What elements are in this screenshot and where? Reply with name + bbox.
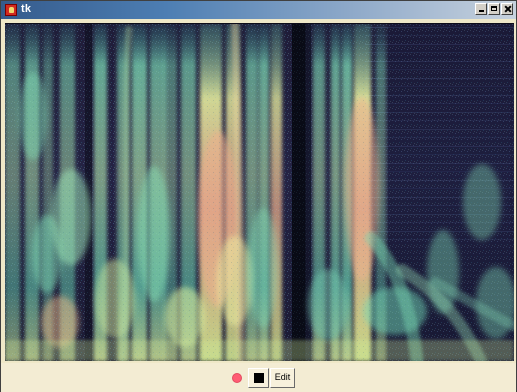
audio-controls: Edit: [227, 367, 295, 388]
spectrogram-view[interactable]: [5, 23, 514, 361]
minimize-icon[interactable]: [475, 3, 487, 15]
title-bar[interactable]: tk: [1, 1, 516, 19]
record-button[interactable]: [227, 368, 247, 388]
stop-icon: [253, 372, 264, 383]
window-title: tk: [21, 3, 32, 15]
record-icon: [232, 372, 242, 383]
window-controls: [475, 3, 513, 15]
edit-button[interactable]: Edit: [270, 367, 295, 388]
stop-button[interactable]: [248, 367, 269, 388]
tk-feather-icon: [5, 4, 17, 16]
close-icon[interactable]: [501, 3, 513, 15]
spectrogram-canvas: [5, 24, 514, 361]
maximize-icon[interactable]: [488, 3, 500, 15]
bottom-toolbar: Edit: [1, 363, 516, 392]
